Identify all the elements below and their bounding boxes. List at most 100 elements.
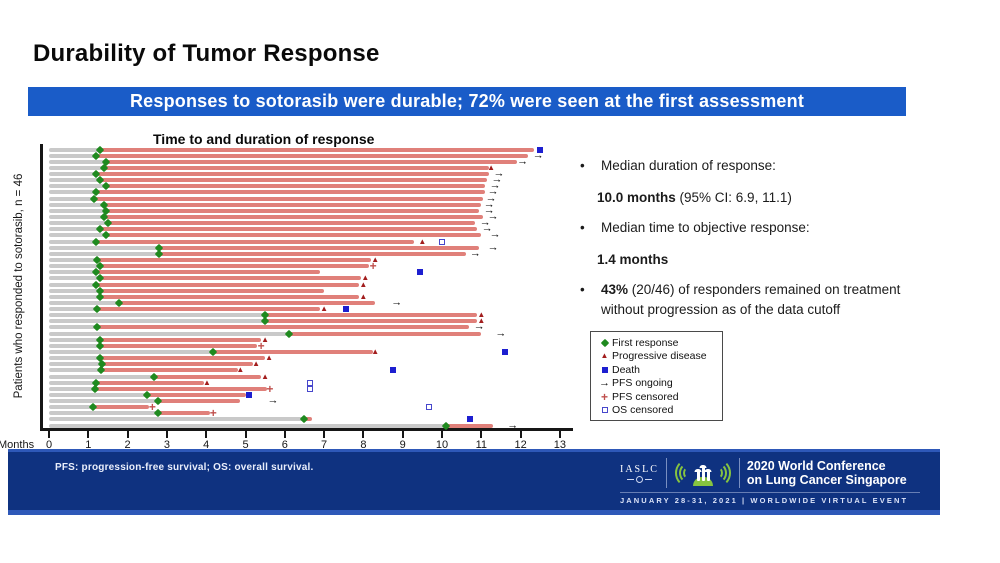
pre-response-bar [49, 215, 104, 219]
x-tick-label: 12 [514, 439, 527, 451]
pfs-ongoing-arrow-icon: → [487, 185, 499, 198]
pre-response-bar [49, 294, 100, 299]
x-tick [480, 431, 483, 438]
page-title: Durability of Tumor Response [33, 40, 380, 67]
progressive-disease-icon: ▲ [371, 254, 380, 264]
pre-response-bar [49, 147, 101, 152]
legend-item: + PFS censored [597, 390, 718, 404]
pfs-censored-icon: + [266, 381, 274, 396]
pre-response-bar [49, 159, 106, 164]
x-tick-label: 7 [321, 439, 328, 451]
response-bar [96, 307, 321, 311]
swimmer-row: + [49, 260, 573, 272]
death-icon [466, 416, 473, 423]
pfs-ongoing-arrow-icon: → [599, 376, 610, 389]
response-bar [212, 350, 374, 354]
pfs-ongoing-arrow-icon: → [469, 247, 481, 260]
progressive-disease-icon: ▲ [236, 365, 245, 375]
progressive-disease-icon: ▲ [261, 371, 270, 381]
x-tick [165, 431, 168, 438]
response-bar [94, 196, 484, 201]
pre-response-bar [49, 343, 100, 348]
pfs-censored-icon: + [600, 389, 608, 404]
os-censored-icon [307, 379, 314, 386]
death-icon [537, 146, 544, 153]
pre-response-bar [49, 288, 101, 293]
swimmer-row: → [49, 211, 573, 222]
response-bar [106, 208, 480, 213]
bullet-duration-lead: Median duration of response: [601, 158, 776, 173]
swimmer-row: → [49, 168, 573, 179]
pfs-ongoing-arrow-icon: → [267, 394, 279, 407]
chart-legend: First response ▲ Progressive disease Death →… [590, 331, 723, 421]
pre-response-bar [49, 233, 106, 238]
progressive-disease-icon: ▲ [265, 353, 274, 363]
pre-response-bar [49, 307, 97, 311]
bullet-time-to-response: • Median time to objective response: [576, 218, 906, 238]
supertree-arcs-icon [674, 456, 732, 490]
legend-glyph: → [597, 376, 612, 389]
legend-glyph [597, 407, 612, 414]
progressive-disease-icon: ▲ [487, 162, 496, 172]
legend-glyph [597, 366, 612, 373]
swimmer-row: → [49, 328, 573, 339]
abbreviation-note: PFS: progression-free survival; OS: over… [55, 462, 314, 473]
x-tick [558, 431, 561, 438]
pfs-ongoing-arrow-icon: → [485, 192, 497, 205]
legend-label: OS censored [612, 404, 674, 417]
bullet-duration-value: 10.0 months (95% CI: 6.9, 11.1) [597, 188, 906, 208]
response-bar [159, 251, 466, 256]
bullet-dot: • [580, 282, 585, 297]
bullet-remaining: • 43% (20/46) of responders remained on … [576, 280, 906, 320]
legend-label: PFS censored [612, 390, 679, 403]
response-bar [265, 313, 478, 318]
swimmer-row: ▲ [49, 310, 573, 320]
pre-response-bar [49, 202, 104, 207]
pre-response-bar [49, 319, 266, 324]
x-tick [283, 431, 286, 438]
pfs-ongoing-arrow-icon: → [483, 204, 495, 217]
response-bar [100, 276, 362, 281]
swimmer-row: → [49, 156, 573, 167]
swimmer-row: ▲ [49, 254, 573, 265]
swimmer-row [49, 286, 573, 295]
swimmer-row: → [49, 180, 573, 191]
swimmer-row: → [49, 192, 573, 205]
bullet-duration: • Median duration of response: [576, 156, 906, 176]
x-axis-ticks: 0 1 2 3 4 5 6 7 8 9 10 11 12 13 [46, 428, 573, 452]
pre-response-bar [49, 417, 305, 422]
pfs-ongoing-arrow-icon: → [479, 216, 491, 229]
death-icon [601, 366, 608, 373]
swimmer-row: ▲ [49, 237, 573, 246]
response-bar [106, 184, 486, 189]
swimmer-row: + [49, 340, 573, 352]
pre-response-bar [49, 221, 108, 226]
x-tick-label: 1 [85, 439, 92, 451]
pfs-ongoing-arrow-icon: → [487, 241, 499, 254]
legend-label: Death [612, 363, 641, 376]
swimmer-row: ▲ [49, 371, 573, 381]
first-response-icon [600, 338, 609, 347]
response-bar [96, 190, 486, 195]
x-tick [519, 431, 522, 438]
response-bar [153, 374, 262, 379]
swimmer-row: → [49, 394, 573, 407]
response-bar [100, 178, 488, 183]
pre-response-bar [49, 368, 102, 373]
pre-response-bar [49, 178, 101, 183]
pfs-censored-icon: + [209, 406, 217, 421]
response-bar [118, 300, 376, 305]
pfs-ongoing-arrow-icon: → [483, 198, 495, 211]
swimmer-row: ▲ [49, 365, 573, 375]
progressive-disease-icon: ▲ [477, 310, 486, 320]
remaining-pct: 43% [601, 282, 629, 297]
legend-item: First response [597, 336, 718, 350]
legend-glyph [597, 338, 612, 347]
pre-response-bar [49, 356, 100, 361]
plot-field: → → ▲ → → → → → → → → → → → ▲ → → ▲ + ▲ ▲ ▲ → ▲ ▲ ▲ → → ▲ + ▲ ▲ ▲ ▲ ▲ ▲ + → + +… [49, 145, 573, 431]
response-bar [100, 288, 325, 293]
iaslc-wordmark: IASLC [620, 463, 659, 475]
swimmer-row: → [49, 204, 573, 217]
swimmer-row: + [49, 383, 573, 395]
x-tick [126, 431, 129, 438]
